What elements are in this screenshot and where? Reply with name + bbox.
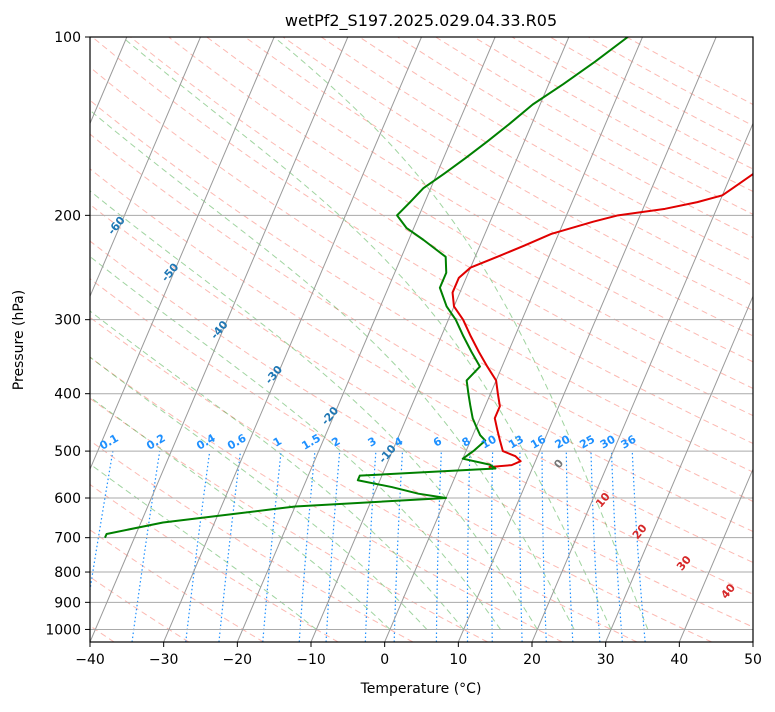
x-tick-label: −40 xyxy=(75,652,105,668)
y-tick-label: 300 xyxy=(54,313,81,329)
y-tick-label: 100 xyxy=(54,30,81,46)
chart-title: wetPf2_S197.2025.029.04.33.R05 xyxy=(285,11,557,31)
y-tick-label: 200 xyxy=(54,208,81,224)
axes: −40 −30 −20 −10 0 10 20 30 40 50 100 200 300 400 500 60… xyxy=(45,30,762,668)
dry-adiabat xyxy=(90,133,753,533)
dry-adiabat xyxy=(90,99,753,502)
grid xyxy=(90,37,753,642)
moist-adiabat xyxy=(90,463,317,630)
moist-adiabat xyxy=(273,37,649,630)
isotherm xyxy=(236,37,496,642)
isotherm xyxy=(678,467,753,642)
isotherm xyxy=(90,37,201,298)
isotherm xyxy=(90,37,275,471)
isotherm xyxy=(384,37,643,642)
temperature-profile xyxy=(451,172,753,469)
x-tick-label: 40 xyxy=(670,652,688,668)
x-tick-label: −10 xyxy=(296,652,326,668)
isotherm xyxy=(310,37,570,642)
dry-adiabat xyxy=(90,529,264,642)
dry-adiabat xyxy=(90,240,753,628)
y-tick-label: 600 xyxy=(54,491,81,507)
x-tick-label: 30 xyxy=(597,652,615,668)
y-tick-label: 900 xyxy=(54,595,81,611)
moist-adiabat xyxy=(121,37,612,630)
mixing-ratio-line xyxy=(262,451,282,642)
x-tick-label: 0 xyxy=(380,652,389,668)
moist-adiabat xyxy=(90,190,538,630)
isotherm xyxy=(605,295,753,642)
profiles xyxy=(104,37,753,539)
dry-adiabat xyxy=(282,37,753,312)
x-tick-label: 50 xyxy=(744,652,762,668)
dry-adiabat xyxy=(90,483,339,642)
x-axis-label: Temperature (°C) xyxy=(360,681,482,697)
mixing-ratio-line xyxy=(298,451,316,642)
x-tick-label: −30 xyxy=(149,652,179,668)
dry-adiabat xyxy=(168,37,753,389)
y-tick-label: 700 xyxy=(54,531,81,547)
x-tick-label: 20 xyxy=(523,652,541,668)
moist-adiabat xyxy=(90,255,501,630)
plot-frame xyxy=(89,36,754,643)
dry-adiabat xyxy=(90,356,563,642)
x-tick-label: 10 xyxy=(449,652,467,668)
dry-adiabat xyxy=(130,37,753,417)
y-tick-label: 500 xyxy=(54,444,81,460)
mixing-ratio-line xyxy=(218,451,242,642)
mixing-ratio-line xyxy=(90,450,114,594)
x-tick-label: −20 xyxy=(223,652,253,668)
isotherm xyxy=(90,37,349,642)
y-tick-label: 1000 xyxy=(45,622,81,638)
dry-adiabat xyxy=(90,203,753,595)
isotherm xyxy=(531,122,753,642)
dry-adiabat xyxy=(90,316,638,642)
mixing-ratio-line xyxy=(185,451,211,642)
y-tick-label: 800 xyxy=(54,565,81,581)
dry-adiabat xyxy=(90,278,712,642)
dry-adiabat xyxy=(244,37,753,337)
moist-adiabat xyxy=(90,356,428,630)
y-tick-label: 400 xyxy=(54,387,81,403)
moist-adiabat xyxy=(90,310,465,630)
dewpoint-profile xyxy=(104,37,629,539)
isotherm xyxy=(163,37,422,642)
y-axis-label: Pressure (hPa) xyxy=(11,290,27,390)
isotherm xyxy=(457,37,717,642)
